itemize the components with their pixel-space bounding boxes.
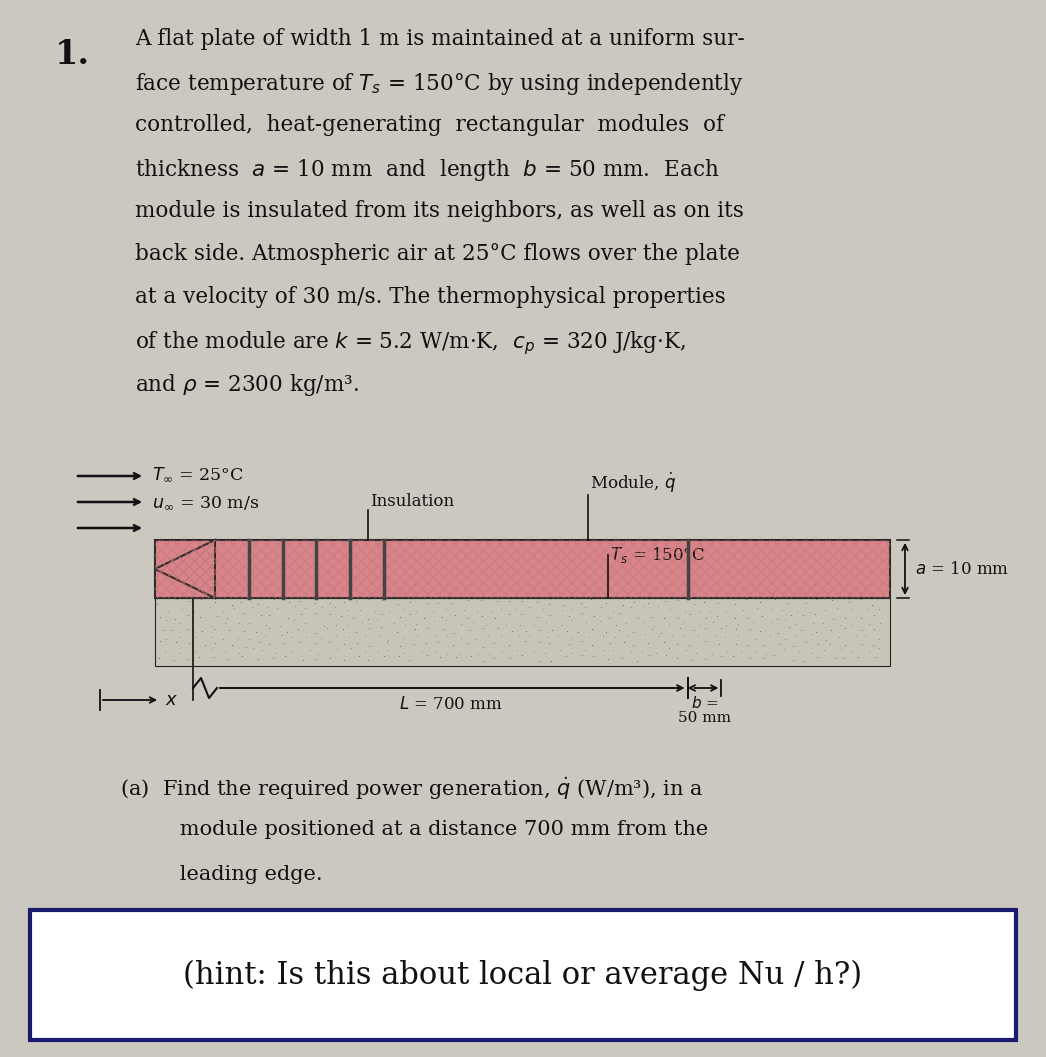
- Text: controlled,  heat-generating  rectangular  modules  of: controlled, heat-generating rectangular …: [135, 114, 724, 136]
- Text: Module, $\dot{q}$: Module, $\dot{q}$: [590, 470, 676, 495]
- Polygon shape: [155, 540, 215, 598]
- Text: $b$ =: $b$ =: [690, 696, 719, 711]
- Text: back side. Atmospheric air at 25°C flows over the plate: back side. Atmospheric air at 25°C flows…: [135, 243, 740, 265]
- Text: (a)  Find the required power generation, $\dot{q}$ (W/m³), in a: (a) Find the required power generation, …: [120, 775, 703, 802]
- Text: module positioned at a distance 700 mm from the: module positioned at a distance 700 mm f…: [140, 820, 708, 839]
- Text: at a velocity of 30 m/s. The thermophysical properties: at a velocity of 30 m/s. The thermophysi…: [135, 286, 726, 308]
- Text: $a$ = 10 mm: $a$ = 10 mm: [915, 560, 1009, 577]
- Text: thickness  $a$ = 10 mm  and  length  $b$ = 50 mm.  Each: thickness $a$ = 10 mm and length $b$ = 5…: [135, 157, 720, 183]
- Text: (hint: Is this about local or average Nu / h?): (hint: Is this about local or average Nu…: [183, 960, 863, 990]
- Bar: [155, 540, 890, 598]
- Text: of the module are $k$ = 5.2 W/m·K,  $c_p$ = 320 J/kg·K,: of the module are $k$ = 5.2 W/m·K, $c_p$…: [135, 329, 686, 357]
- Text: A flat plate of width 1 m is maintained at a uniform sur-: A flat plate of width 1 m is maintained …: [135, 27, 745, 50]
- Bar: [155, 598, 890, 666]
- Text: module is insulated from its neighbors, as well as on its: module is insulated from its neighbors, …: [135, 200, 744, 222]
- Text: face temperature of $T_s$ = 150°C by using independently: face temperature of $T_s$ = 150°C by usi…: [135, 71, 744, 97]
- Text: $T_\infty$ = 25°C: $T_\infty$ = 25°C: [152, 466, 244, 484]
- Text: leading edge.: leading edge.: [140, 865, 322, 884]
- Bar: [155, 540, 890, 598]
- Text: $L$ = 700 mm: $L$ = 700 mm: [400, 696, 503, 713]
- Text: and $\rho$ = 2300 kg/m³.: and $\rho$ = 2300 kg/m³.: [135, 372, 359, 398]
- Text: $T_s$ = 150°C: $T_s$ = 150°C: [610, 545, 705, 565]
- Text: 50 mm: 50 mm: [678, 711, 731, 725]
- Text: Insulation: Insulation: [370, 493, 454, 509]
- Text: $x$: $x$: [165, 691, 178, 709]
- Text: $u_\infty$ = 30 m/s: $u_\infty$ = 30 m/s: [152, 494, 259, 511]
- Text: 1.: 1.: [55, 38, 90, 71]
- Bar: [30, 910, 1016, 1040]
